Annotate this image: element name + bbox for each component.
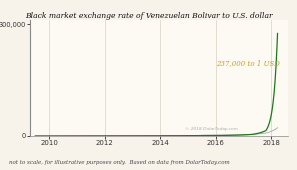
Text: © 2018 DolarToday.com: © 2018 DolarToday.com (185, 127, 238, 131)
Text: not to scale, for illustrative purposes only.  Based on data from DolarToday.com: not to scale, for illustrative purposes … (9, 160, 230, 165)
Text: Black market exchange rate of Venezuelan Bolivar to U.S. dollar: Black market exchange rate of Venezuelan… (25, 12, 272, 20)
Text: 237,000 to 1 USD: 237,000 to 1 USD (216, 59, 280, 67)
